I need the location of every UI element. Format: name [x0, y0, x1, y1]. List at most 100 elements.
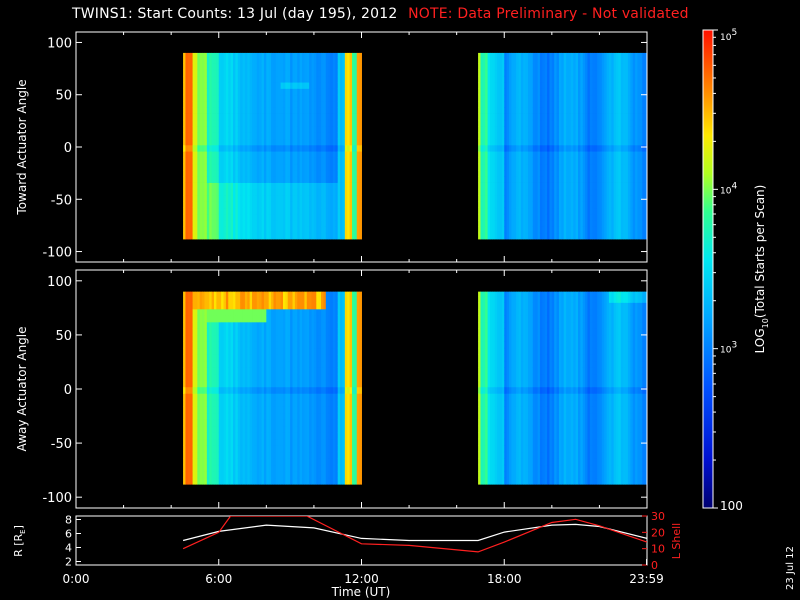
toward-heatmap-cell — [316, 63, 320, 71]
toward-heatmap-cell — [349, 163, 353, 171]
toward-heatmap-cell — [202, 69, 205, 77]
away-heatmap-cell — [204, 328, 208, 336]
toward-heatmap-cell — [535, 57, 538, 64]
toward-heatmap-cell — [487, 220, 491, 227]
toward-heatmap-cell — [499, 163, 503, 171]
toward-heatmap-cell — [644, 119, 648, 127]
toward-heatmap-cell — [501, 176, 505, 183]
toward-heatmap-cell — [225, 52, 229, 58]
toward-heatmap-cell — [247, 57, 251, 64]
toward-heatmap-cell — [625, 75, 629, 83]
toward-heatmap-cell — [242, 195, 246, 202]
toward-heatmap-cell — [249, 176, 253, 183]
toward-heatmap-cell — [349, 107, 353, 114]
toward-heatmap-cell — [528, 170, 531, 177]
toward-heatmap-cell — [587, 126, 591, 133]
toward-heatmap-cell — [570, 151, 574, 158]
toward-heatmap-cell — [237, 201, 241, 209]
away-heatmap-cell — [199, 438, 203, 446]
toward-heatmap-cell — [292, 88, 296, 96]
toward-heatmap-cell — [304, 82, 308, 89]
toward-heatmap-cell — [233, 113, 236, 121]
toward-heatmap-cell — [620, 195, 624, 202]
toward-heatmap-cell — [280, 226, 284, 234]
toward-heatmap-cell — [504, 182, 508, 190]
away-heatmap-cell — [209, 393, 213, 401]
toward-heatmap-cell — [316, 213, 320, 221]
toward-heatmap-cell — [233, 126, 236, 133]
toward-heatmap-cell — [492, 132, 496, 140]
toward-heatmap-cell — [271, 126, 274, 133]
toward-heatmap-cell — [642, 126, 646, 133]
toward-heatmap-cell — [504, 52, 508, 58]
toward-heatmap-cell — [323, 232, 327, 240]
toward-heatmap-cell — [337, 201, 341, 209]
toward-heatmap-cell — [209, 94, 213, 102]
toward-heatmap-cell — [247, 176, 251, 183]
away-heatmap-cell — [183, 412, 186, 420]
toward-heatmap-cell — [347, 144, 350, 152]
toward-heatmap-cell — [185, 144, 189, 152]
away-heatmap-cell — [199, 458, 203, 466]
toward-heatmap-cell — [589, 232, 593, 240]
toward-heatmap-cell — [566, 52, 569, 58]
toward-heatmap-cell — [537, 63, 541, 71]
toward-heatmap-cell — [273, 94, 277, 102]
toward-heatmap-cell — [494, 226, 498, 234]
toward-heatmap-cell — [271, 195, 274, 202]
toward-heatmap-cell — [639, 195, 643, 202]
toward-heatmap-cell — [304, 151, 308, 158]
toward-heatmap-cell — [237, 52, 241, 58]
toward-heatmap-cell — [532, 132, 536, 140]
toward-heatmap-cell — [211, 88, 215, 96]
toward-heatmap-cell — [187, 163, 191, 171]
toward-heatmap-cell — [321, 157, 324, 165]
toward-heatmap-cell — [625, 63, 629, 71]
toward-heatmap-cell — [323, 132, 327, 140]
toward-heatmap-cell — [478, 119, 481, 127]
toward-heatmap-cell — [261, 182, 265, 190]
toward-heatmap-cell — [580, 176, 584, 183]
toward-heatmap-cell — [518, 220, 522, 227]
away-heatmap-cell — [209, 412, 213, 420]
away-heatmap-cell — [221, 380, 224, 388]
toward-heatmap-cell — [635, 170, 638, 177]
toward-heatmap-cell — [316, 226, 320, 234]
toward-heatmap-cell — [620, 69, 624, 77]
away-heatmap-cell — [209, 373, 213, 381]
toward-heatmap-cell — [618, 132, 622, 140]
away-heatmap-cell — [223, 419, 227, 427]
toward-heatmap-cell — [199, 188, 203, 196]
toward-heatmap-cell — [504, 63, 508, 71]
toward-heatmap-cell — [213, 107, 217, 114]
toward-heatmap-cell — [194, 63, 198, 71]
toward-heatmap-cell — [494, 163, 498, 171]
toward-heatmap-cell — [285, 232, 289, 240]
toward-heatmap-cell — [492, 195, 496, 202]
toward-heatmap-cell — [549, 101, 553, 108]
toward-heatmap-cell — [204, 52, 208, 58]
toward-heatmap-cell — [244, 170, 248, 177]
away-heatmap-cell — [185, 380, 189, 388]
toward-heatmap-cell — [252, 57, 255, 64]
toward-heatmap-cell — [630, 82, 634, 89]
toward-heatmap-cell — [297, 207, 301, 215]
toward-heatmap-cell — [259, 57, 262, 64]
toward-heatmap-cell — [487, 226, 491, 234]
toward-heatmap-cell — [549, 232, 553, 240]
toward-heatmap-cell — [494, 188, 498, 196]
toward-heatmap-cell — [642, 213, 646, 221]
toward-heatmap-cell — [285, 82, 289, 89]
toward-heatmap-cell — [230, 176, 234, 183]
toward-heatmap-cell — [597, 113, 600, 121]
away-heatmap-cell — [197, 380, 201, 388]
toward-heatmap-cell — [532, 207, 536, 215]
toward-heatmap-cell — [335, 113, 339, 121]
toward-heatmap-cell — [606, 101, 610, 108]
toward-heatmap-cell — [216, 201, 220, 209]
toward-heatmap-cell — [563, 75, 567, 83]
toward-heatmap-cell — [323, 113, 327, 121]
toward-heatmap-cell — [266, 138, 270, 146]
toward-heatmap-cell — [221, 170, 224, 177]
away-heatmap-cell — [223, 347, 227, 355]
